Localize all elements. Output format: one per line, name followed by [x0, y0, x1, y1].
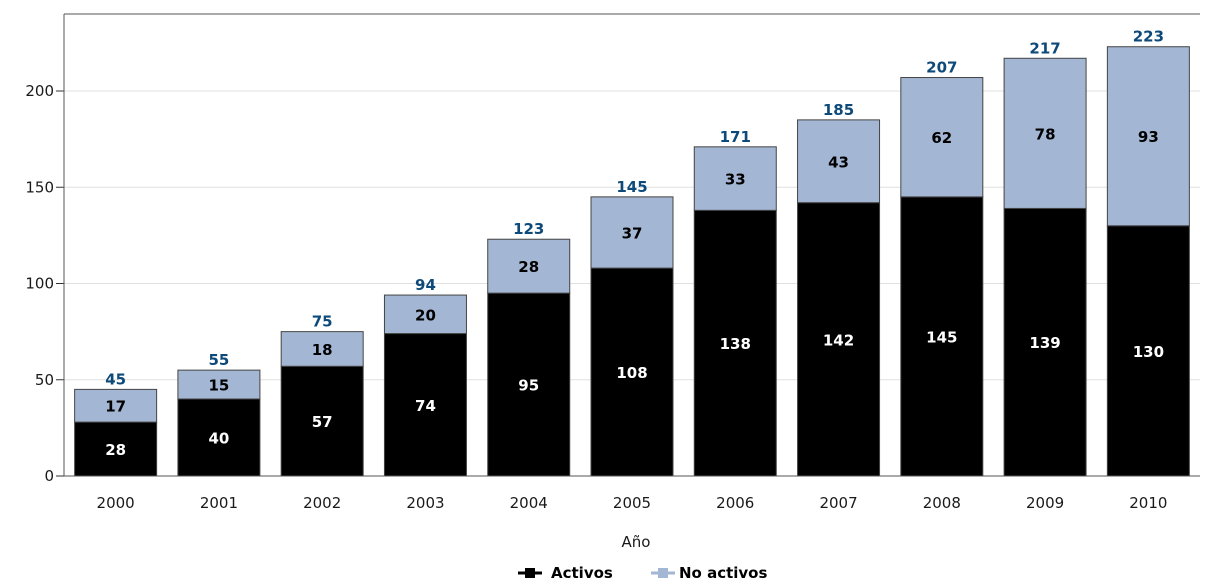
data-label: 28 [105, 441, 126, 459]
data-label: 40 [208, 430, 229, 448]
bar-segment-activos [487, 292, 571, 477]
legend-no-activos-label: No activos [679, 564, 767, 582]
y-tick-label: 50 [35, 371, 54, 389]
total-label: 171 [720, 128, 751, 146]
x-tick-label: 2010 [1129, 494, 1167, 512]
bar-segment-no-activos [590, 196, 674, 269]
total-label: 75 [312, 313, 333, 331]
data-label: 95 [518, 377, 539, 395]
data-label: 43 [828, 153, 849, 171]
x-tick-label: 2006 [716, 494, 754, 512]
bar-segment-no-activos [797, 119, 881, 204]
bar-segment-activos [1003, 207, 1087, 477]
x-tick-label: 2000 [97, 494, 135, 512]
data-label: 62 [931, 129, 952, 147]
data-label: 17 [105, 398, 126, 416]
x-tick-label: 2003 [406, 494, 444, 512]
data-label: 37 [622, 224, 643, 242]
y-tick-label: 150 [25, 178, 54, 196]
legend: Activos No activos [518, 564, 767, 582]
x-tick-label: 2007 [819, 494, 857, 512]
y-tick-label: 200 [25, 82, 54, 100]
total-label: 217 [1029, 39, 1060, 57]
data-label: 78 [1035, 125, 1056, 143]
data-label: 74 [415, 397, 436, 415]
legend-activos-marker [525, 568, 535, 578]
data-label: 145 [926, 328, 957, 346]
bar-segment-no-activos [1003, 57, 1087, 209]
data-label: 33 [725, 171, 746, 189]
x-tick-label: 2005 [613, 494, 651, 512]
bar-segment-no-activos [900, 77, 984, 198]
bar-segment-activos [280, 365, 364, 477]
data-label: 130 [1133, 343, 1164, 361]
data-label: 142 [823, 331, 854, 349]
y-tick-label: 0 [44, 467, 54, 485]
data-label: 20 [415, 306, 436, 324]
bar-segment-activos [177, 398, 261, 477]
data-label: 93 [1138, 128, 1159, 146]
data-label: 28 [518, 258, 539, 276]
data-labels: 28 17 45 40 15 55 57 18 75 74 20 94 95 28 123 108 37 145 1… [105, 28, 1164, 459]
x-tick-label: 2001 [200, 494, 238, 512]
bars [74, 46, 1190, 477]
total-label: 223 [1133, 28, 1164, 46]
bar-segment-activos [797, 202, 881, 477]
x-tick-label: 2002 [303, 494, 341, 512]
bar-segment-no-activos [383, 294, 467, 335]
bar-segment-no-activos [74, 388, 158, 423]
bar-segment-activos [590, 267, 674, 477]
bar-segment-no-activos [280, 331, 364, 367]
data-label: 139 [1029, 334, 1060, 352]
x-tick-label: 2008 [923, 494, 961, 512]
bar-segment-no-activos [1106, 46, 1190, 227]
total-label: 145 [616, 178, 647, 196]
total-label: 185 [823, 101, 854, 119]
bar-segment-no-activos [693, 146, 777, 211]
bar-segment-activos [900, 196, 984, 477]
x-axis-title: Año [622, 533, 651, 551]
total-label: 94 [415, 276, 436, 294]
x-tick-label: 2004 [510, 494, 548, 512]
total-label: 55 [208, 351, 229, 369]
data-label: 138 [720, 335, 751, 353]
x-tick-label: 2009 [1026, 494, 1064, 512]
legend-no-activos-marker [658, 568, 668, 578]
data-label: 18 [312, 341, 333, 359]
bar-segment-no-activos [177, 369, 261, 400]
total-label: 45 [105, 370, 126, 388]
data-label: 57 [312, 413, 333, 431]
data-label: 15 [208, 377, 229, 395]
data-label: 108 [616, 364, 647, 382]
bar-segment-no-activos [487, 238, 571, 294]
total-label: 207 [926, 59, 957, 77]
axes: 0 50 100 150 200 2000 2001 2002 2003 2004 2005 2006… [25, 13, 1200, 512]
bar-segment-activos [383, 333, 467, 477]
total-label: 123 [513, 220, 544, 238]
bar-segment-activos [74, 421, 158, 477]
legend-activos-label: Activos [551, 564, 613, 582]
y-tick-label: 100 [25, 275, 54, 293]
